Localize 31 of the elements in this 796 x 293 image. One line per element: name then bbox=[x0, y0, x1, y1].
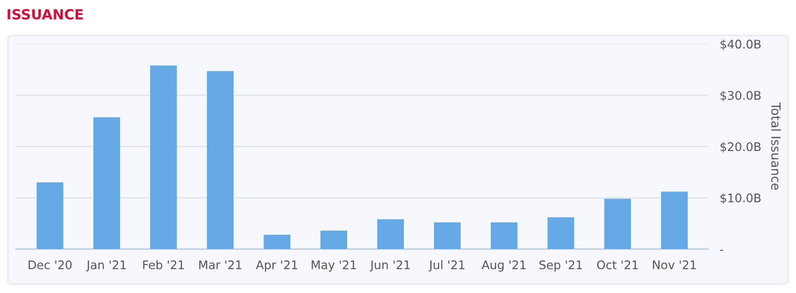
x-tick-label: Sep '21 bbox=[539, 260, 582, 272]
bar bbox=[93, 117, 120, 250]
bar bbox=[490, 222, 518, 250]
y-tick-label: $30.0B bbox=[720, 90, 761, 102]
bar bbox=[434, 222, 461, 250]
x-tick-label: Jun '21 bbox=[370, 260, 410, 272]
y-tick-label: - bbox=[720, 250, 724, 251]
bar bbox=[604, 198, 631, 250]
x-tick-label: Jan '21 bbox=[86, 260, 126, 272]
x-tick-label: Nov '21 bbox=[653, 260, 696, 270]
bar bbox=[661, 192, 688, 250]
x-tick-label: Dec '20 bbox=[28, 260, 72, 270]
chart-title: ISSUANCE bbox=[8, 9, 83, 20]
y-tick-label: $20.0B bbox=[720, 142, 761, 153]
y-tick-label: $10.0B bbox=[720, 193, 761, 204]
bar bbox=[320, 230, 348, 250]
x-tick-label: Feb '21 bbox=[143, 260, 184, 270]
x-tick-label: Jul '21 bbox=[428, 260, 464, 272]
bar bbox=[36, 182, 64, 250]
bar bbox=[377, 219, 404, 250]
x-tick-label: Aug '21 bbox=[482, 260, 526, 272]
y-axis-title: Total Issuance bbox=[771, 102, 781, 190]
bar bbox=[150, 65, 177, 250]
x-tick-label: Mar '21 bbox=[199, 260, 242, 270]
x-tick-label: Apr '21 bbox=[256, 260, 298, 272]
x-tick-label: May '21 bbox=[312, 260, 356, 272]
bar bbox=[206, 71, 234, 250]
bar bbox=[264, 234, 290, 250]
x-tick-label: Oct '21 bbox=[597, 260, 638, 270]
y-tick-label: $40.0B bbox=[720, 39, 761, 50]
bar bbox=[548, 217, 574, 250]
